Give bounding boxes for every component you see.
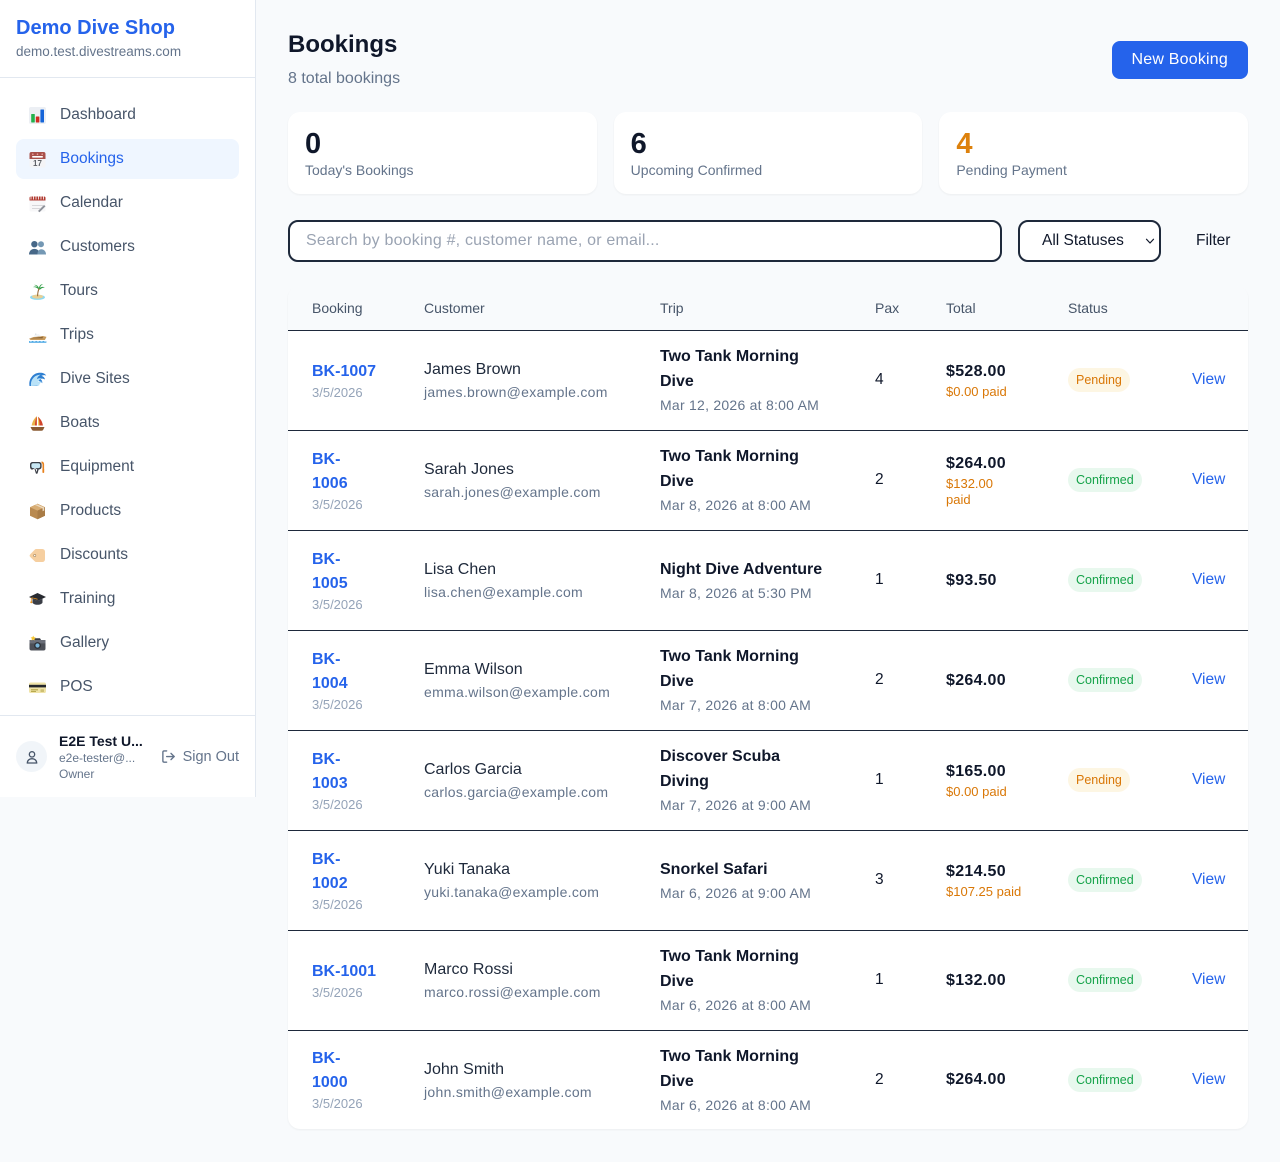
svg-text:17: 17 [33,159,42,168]
